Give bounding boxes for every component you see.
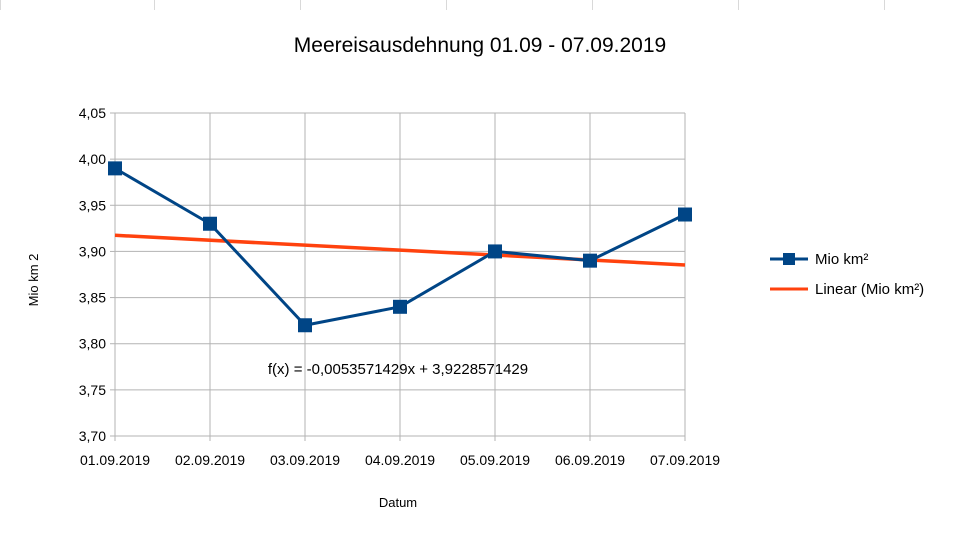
chart-title: Meereisausdehnung 01.09 - 07.09.2019 (294, 34, 666, 57)
data-point (393, 299, 407, 314)
x-tick-label: 03.09.2019 (270, 452, 340, 468)
x-tick-label: 07.09.2019 (650, 452, 720, 468)
legend-series-marker (783, 253, 795, 265)
x-tick-label: 01.09.2019 (80, 452, 150, 468)
data-point (108, 161, 122, 176)
data-point (488, 244, 502, 259)
legend-trendline-label: Linear (Mio km²) (815, 281, 924, 298)
x-tick-label: 04.09.2019 (365, 452, 435, 468)
y-axis-label: Mio km 2 (26, 254, 41, 307)
x-tick-label: 02.09.2019 (175, 452, 245, 468)
y-tick-label: 3,75 (79, 382, 106, 398)
y-tick-label: 3,85 (79, 290, 106, 306)
plot-area: 3,70 3,75 3,80 3,85 3,90 3,95 4,00 4,05 01.09.20… (79, 105, 720, 468)
data-point (298, 318, 312, 333)
trendline-equation: f(x) = -0,0053571429x + 3,9228571429 (268, 361, 528, 378)
x-axis-label: Datum (379, 495, 417, 510)
y-tick-label: 3,95 (79, 197, 106, 213)
spreadsheet-gridlines (0, 0, 885, 10)
data-point (203, 216, 217, 231)
y-tick-label: 3,80 (79, 336, 106, 352)
y-tick-label: 3,90 (79, 243, 106, 259)
y-tick-label: 4,05 (79, 105, 106, 121)
x-tick-label: 06.09.2019 (555, 452, 625, 468)
y-tick-label: 3,70 (79, 428, 106, 444)
y-tick-label: 4,00 (79, 151, 106, 167)
legend-series-label: Mio km² (815, 251, 868, 268)
legend: Mio km² Linear (Mio km²) (770, 251, 924, 298)
data-point (583, 253, 597, 268)
x-tick-label: 05.09.2019 (460, 452, 530, 468)
data-point (678, 207, 692, 222)
